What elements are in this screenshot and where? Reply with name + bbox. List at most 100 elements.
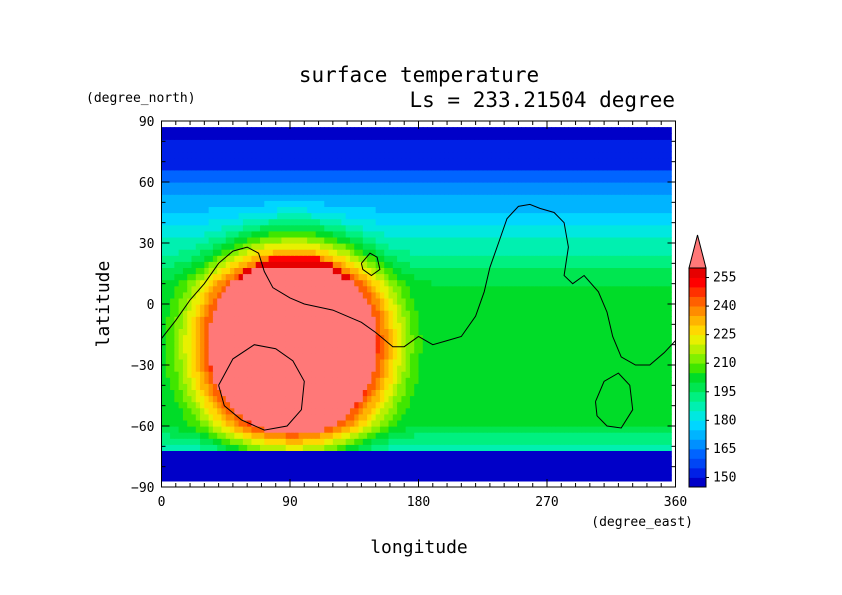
heatmap-cell	[178, 346, 184, 354]
heatmap-cell	[302, 389, 308, 397]
heatmap-cell	[328, 243, 334, 250]
heatmap-cell	[212, 407, 218, 415]
heatmap-cell	[521, 346, 527, 354]
heatmap-cell	[602, 365, 608, 372]
heatmap-cell	[200, 419, 205, 427]
heatmap-cell	[217, 462, 223, 470]
heatmap-cell	[422, 334, 428, 342]
heatmap-cell	[170, 236, 175, 244]
heatmap-cell	[636, 352, 642, 360]
heatmap-cell	[358, 285, 364, 293]
heatmap-cell	[589, 407, 595, 415]
heatmap-cell	[234, 407, 240, 415]
heatmap-cell	[636, 322, 642, 329]
heatmap-cell	[328, 419, 334, 427]
heatmap-cell	[636, 358, 642, 366]
heatmap-cell	[234, 365, 240, 372]
heatmap-cell	[645, 468, 651, 476]
heatmap-cell	[242, 444, 248, 451]
heatmap-cell	[504, 322, 510, 329]
heatmap-cell	[247, 224, 253, 232]
heatmap-cell	[165, 285, 171, 293]
heatmap-cell	[482, 377, 488, 384]
heatmap-cell	[401, 255, 407, 262]
heatmap-cell	[452, 310, 458, 317]
heatmap-cell	[234, 322, 240, 329]
heatmap-cell	[658, 426, 664, 433]
heatmap-cell	[572, 328, 578, 336]
heatmap-cell	[332, 316, 338, 323]
heatmap-cell	[375, 383, 381, 390]
heatmap-cell	[298, 419, 304, 427]
heatmap-cell	[478, 456, 484, 464]
heatmap-cell	[358, 358, 364, 366]
heatmap-cell	[187, 438, 193, 445]
heatmap-cell	[641, 407, 647, 415]
heatmap-cell	[349, 322, 355, 329]
heatmap-cell	[572, 352, 578, 360]
heatmap-cell	[499, 407, 505, 415]
heatmap-cell	[268, 279, 274, 287]
heatmap-cell	[217, 322, 223, 329]
heatmap-cell	[534, 279, 540, 287]
heatmap-cell	[645, 474, 651, 482]
heatmap-cell	[576, 358, 582, 366]
heatmap-cell	[465, 310, 471, 317]
heatmap-cell	[452, 462, 458, 470]
heatmap-cell	[457, 255, 462, 262]
heatmap-cell	[371, 285, 377, 293]
heatmap-cell	[349, 249, 355, 256]
heatmap-cell	[174, 340, 180, 348]
heatmap-cell	[504, 365, 510, 372]
heatmap-cell	[495, 249, 501, 256]
heatmap-cell	[341, 224, 347, 232]
heatmap-cell	[384, 419, 390, 427]
heatmap-cell	[495, 438, 501, 445]
heatmap-cell	[319, 438, 325, 445]
heatmap-cell	[242, 279, 248, 287]
heatmap-cell	[538, 310, 544, 317]
heatmap-cell	[517, 249, 522, 256]
heatmap-cell	[401, 279, 407, 287]
heatmap-cell	[392, 389, 398, 397]
heatmap-cell	[581, 322, 587, 329]
heatmap-cell	[474, 462, 480, 470]
heatmap-cell	[208, 273, 214, 281]
heatmap-cell	[182, 236, 188, 244]
heatmap-cell	[362, 419, 368, 427]
heatmap-cell	[581, 450, 587, 458]
heatmap-cell	[277, 346, 283, 354]
heatmap-cell	[221, 358, 227, 366]
heatmap-cell	[474, 304, 480, 311]
heatmap-cell	[666, 426, 672, 433]
heatmap-cell	[230, 340, 235, 348]
heatmap-cell	[448, 413, 454, 421]
heatmap-cell	[290, 438, 295, 445]
heatmap-cell	[165, 304, 171, 311]
heatmap-cell	[379, 450, 385, 458]
heatmap-cell	[491, 334, 497, 342]
heatmap-cell	[247, 365, 253, 372]
heatmap-cell	[242, 371, 248, 378]
heatmap-cell	[328, 450, 334, 458]
heatmap-cell	[452, 304, 458, 311]
heatmap-cell	[200, 236, 205, 244]
heatmap-cell	[277, 352, 283, 360]
heatmap-cell	[594, 383, 599, 390]
heatmap-cell	[341, 456, 347, 464]
heatmap-cell	[474, 334, 480, 342]
heatmap-cell	[251, 365, 257, 372]
heatmap-cell	[324, 267, 330, 275]
heatmap-cell	[191, 383, 197, 390]
heatmap-cell	[619, 322, 625, 329]
heatmap-cell	[208, 365, 214, 372]
heatmap-cell	[251, 291, 257, 299]
heatmap-cell	[251, 304, 257, 311]
heatmap-cell	[499, 261, 505, 268]
heatmap-cell	[662, 413, 668, 421]
heatmap-cell	[641, 438, 647, 445]
heatmap-cell	[354, 426, 360, 433]
heatmap-cell	[615, 389, 621, 397]
heatmap-cell	[422, 462, 428, 470]
heatmap-cell	[517, 322, 522, 329]
